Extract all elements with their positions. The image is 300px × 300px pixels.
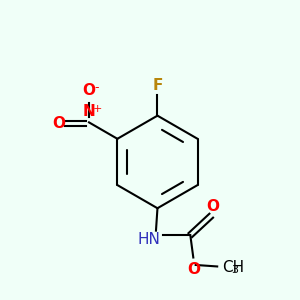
Text: O: O <box>82 83 95 98</box>
Text: HN: HN <box>137 232 160 247</box>
Text: O: O <box>187 262 200 277</box>
Text: CH: CH <box>222 260 244 275</box>
Text: O: O <box>52 116 65 131</box>
Text: -: - <box>94 81 99 94</box>
Text: 3: 3 <box>232 265 238 275</box>
Text: +: + <box>93 104 102 114</box>
Text: O: O <box>206 199 219 214</box>
Text: N: N <box>82 104 95 119</box>
Text: F: F <box>152 78 163 93</box>
